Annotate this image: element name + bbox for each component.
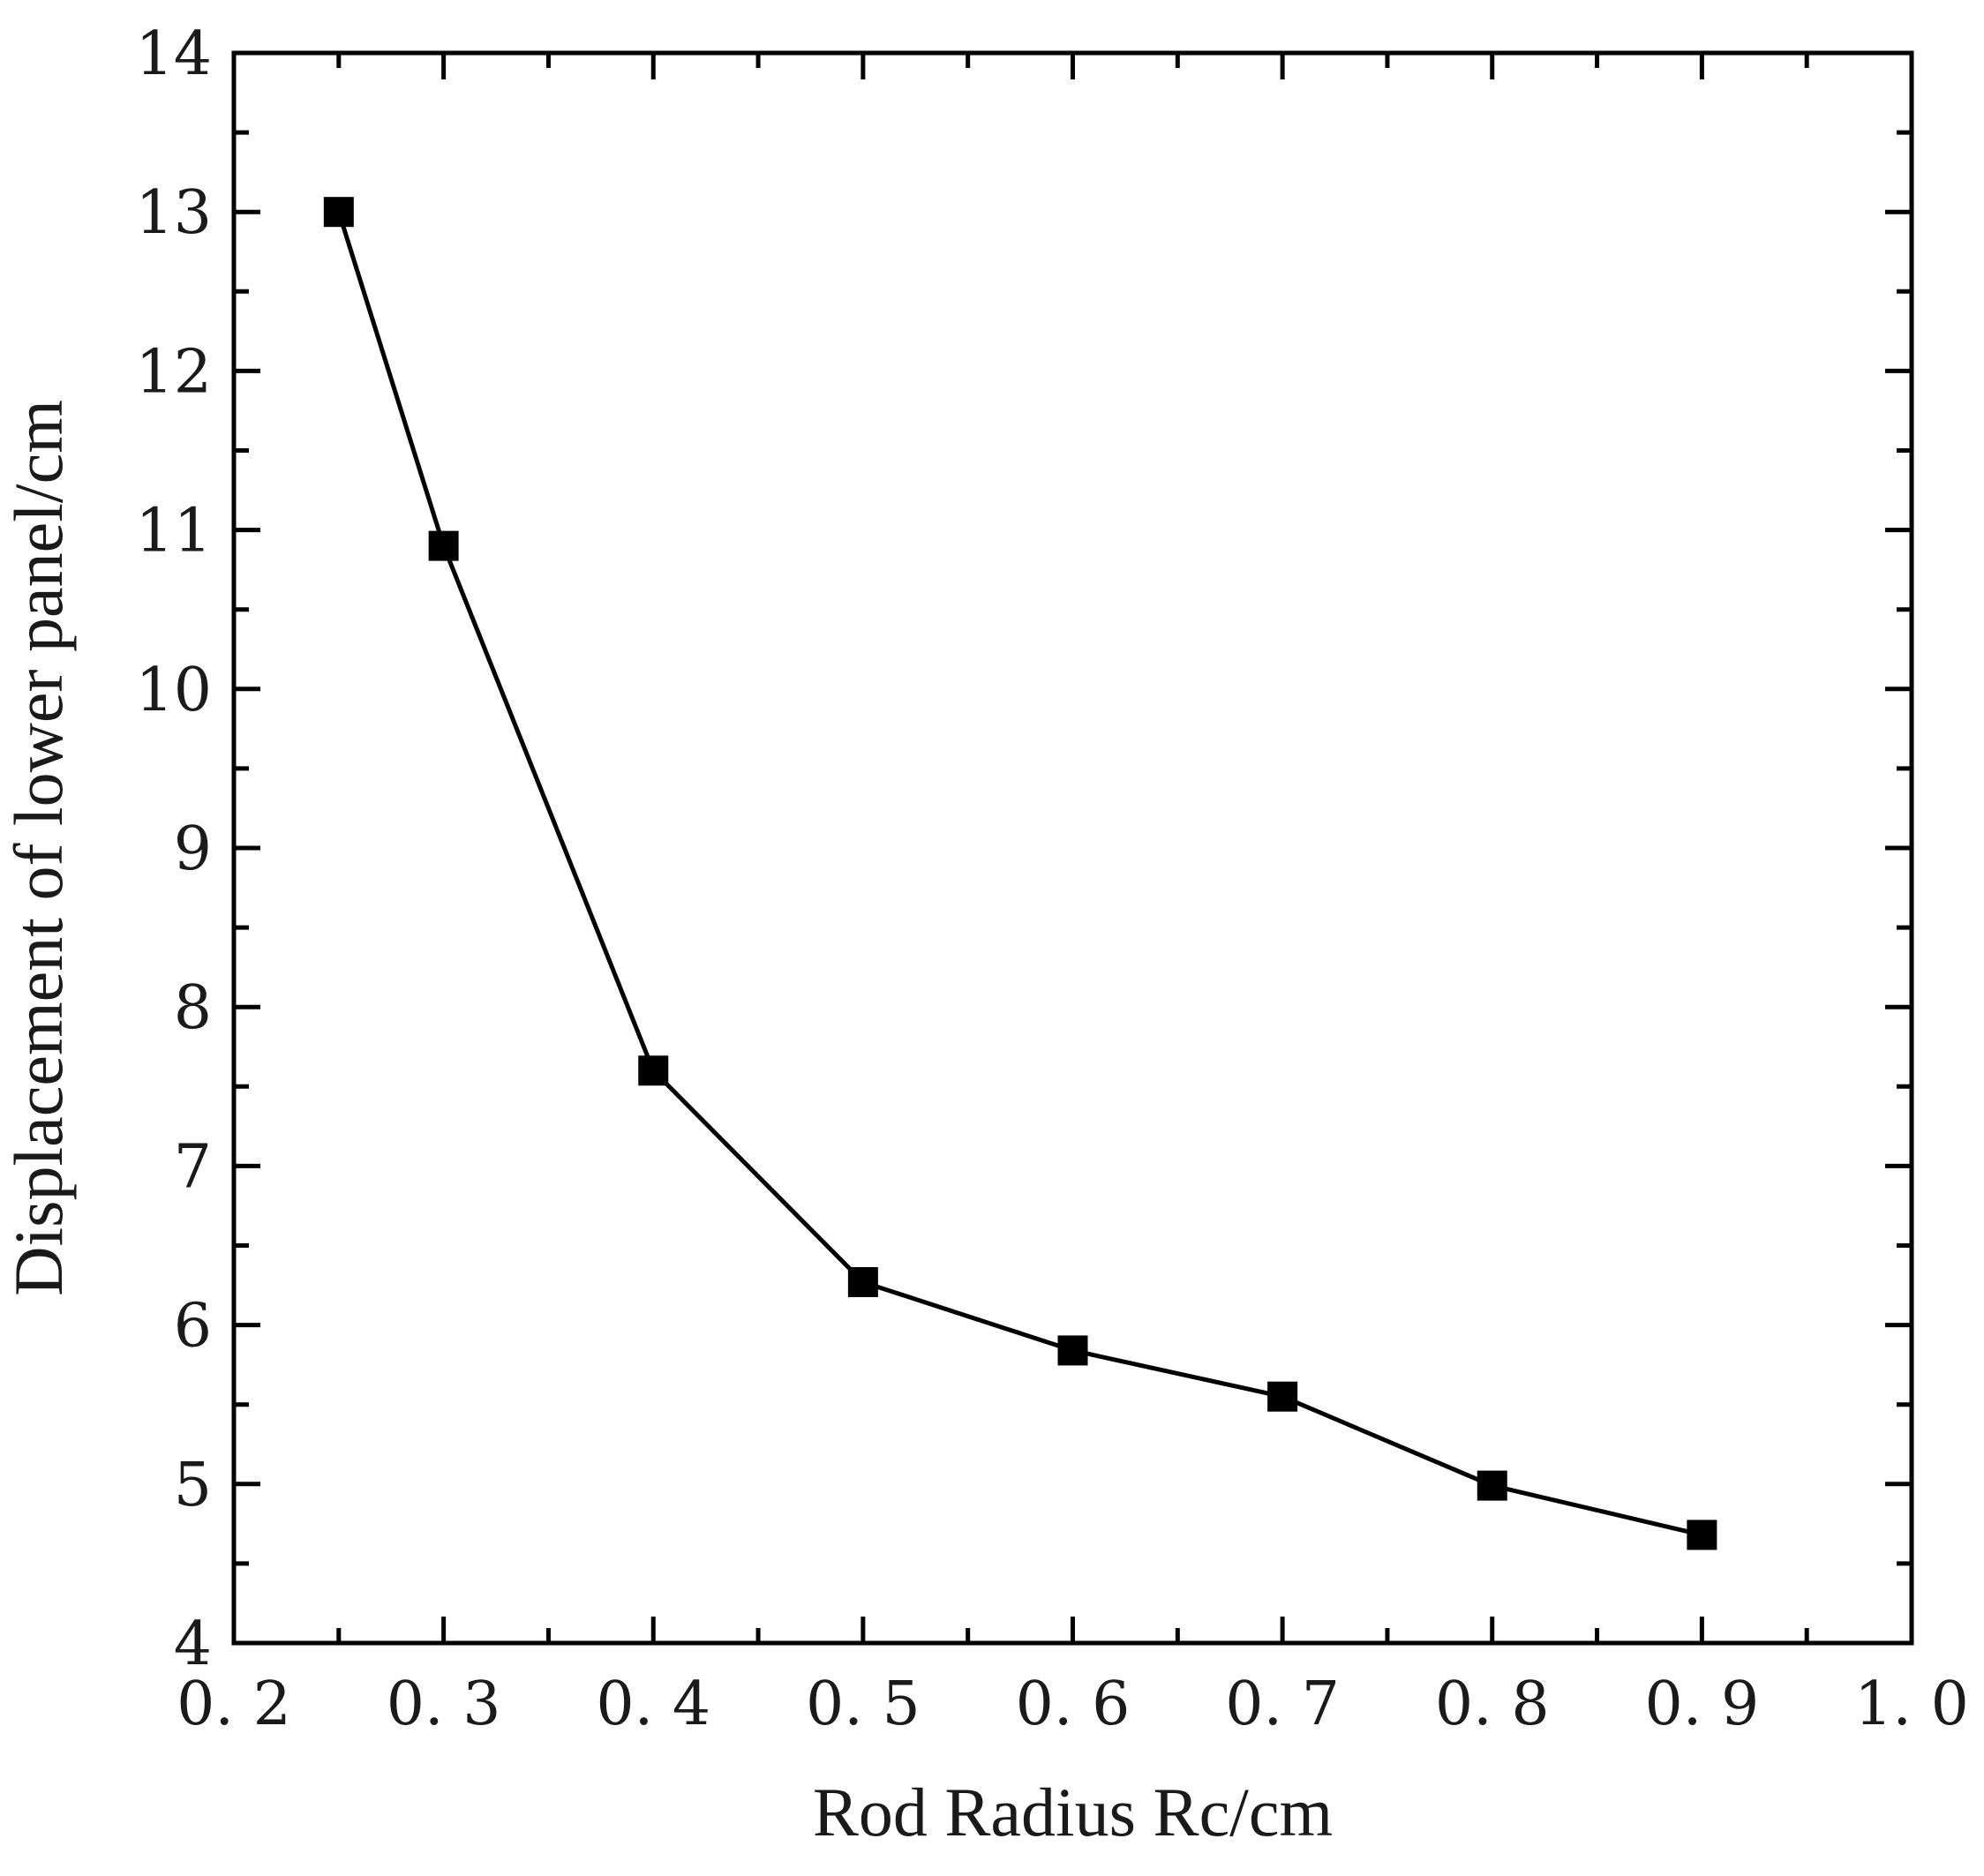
data-point-marker bbox=[638, 1055, 669, 1086]
data-point-marker bbox=[428, 530, 459, 561]
y-tick-label: 8 bbox=[174, 973, 212, 1043]
data-point-marker bbox=[847, 1266, 878, 1297]
series-line-segment bbox=[441, 544, 656, 1072]
x-tick-label: 0. 8 bbox=[1435, 1670, 1550, 1739]
x-tick-label: 0. 9 bbox=[1644, 1670, 1759, 1739]
x-tick-label: 0. 4 bbox=[596, 1670, 710, 1739]
series-line-segment bbox=[1281, 1394, 1493, 1488]
data-series bbox=[336, 211, 1702, 1537]
y-tick-label: 13 bbox=[135, 178, 212, 248]
data-point-marker bbox=[323, 197, 354, 228]
y-tick-label: 11 bbox=[135, 497, 212, 567]
y-tick-label: 14 bbox=[135, 19, 212, 89]
series-line-segment bbox=[336, 211, 447, 547]
y-axis-title: Displacement of lower panel/cm bbox=[0, 400, 77, 1296]
series-line-segment bbox=[651, 1069, 865, 1284]
y-tick-label: 9 bbox=[174, 814, 212, 884]
data-markers bbox=[323, 197, 1717, 1550]
plot-frame bbox=[231, 50, 1914, 1646]
data-point-marker bbox=[1267, 1381, 1298, 1412]
x-tick-label: 0. 5 bbox=[806, 1670, 921, 1739]
y-tick-label: 6 bbox=[174, 1292, 212, 1362]
x-tick-label: 0. 6 bbox=[1016, 1670, 1131, 1739]
x-axis-title: Rod Radius Rc/cm bbox=[813, 1774, 1333, 1850]
series-line-segment bbox=[1071, 1347, 1283, 1399]
y-tick-label: 7 bbox=[174, 1132, 212, 1202]
axis-ticks bbox=[231, 50, 1914, 1646]
data-point-marker bbox=[1687, 1520, 1717, 1550]
x-tick-label: 1. 0 bbox=[1854, 1670, 1969, 1739]
x-tick-label: 0. 3 bbox=[387, 1670, 501, 1739]
x-tick-label: 0. 2 bbox=[177, 1670, 291, 1739]
x-tick-labels: 0. 2 0. 3 0. 4 0. 5 0. 6 0. 7 0. 8 0. 9 1. 0 bbox=[177, 1670, 1969, 1739]
data-point-marker bbox=[1477, 1470, 1507, 1501]
y-tick-label: 10 bbox=[135, 656, 212, 725]
y-tick-label: 4 bbox=[174, 1610, 212, 1679]
y-tick-label: 5 bbox=[174, 1451, 212, 1520]
series-line-segment bbox=[862, 1279, 1074, 1353]
y-tick-labels: 4 5 6 7 8 9 10 11 12 13 14 bbox=[135, 19, 212, 1679]
x-tick-label: 0. 7 bbox=[1225, 1670, 1340, 1739]
y-tick-label: 12 bbox=[135, 337, 212, 407]
data-point-marker bbox=[1057, 1335, 1088, 1366]
series-line-segment bbox=[1492, 1483, 1702, 1537]
